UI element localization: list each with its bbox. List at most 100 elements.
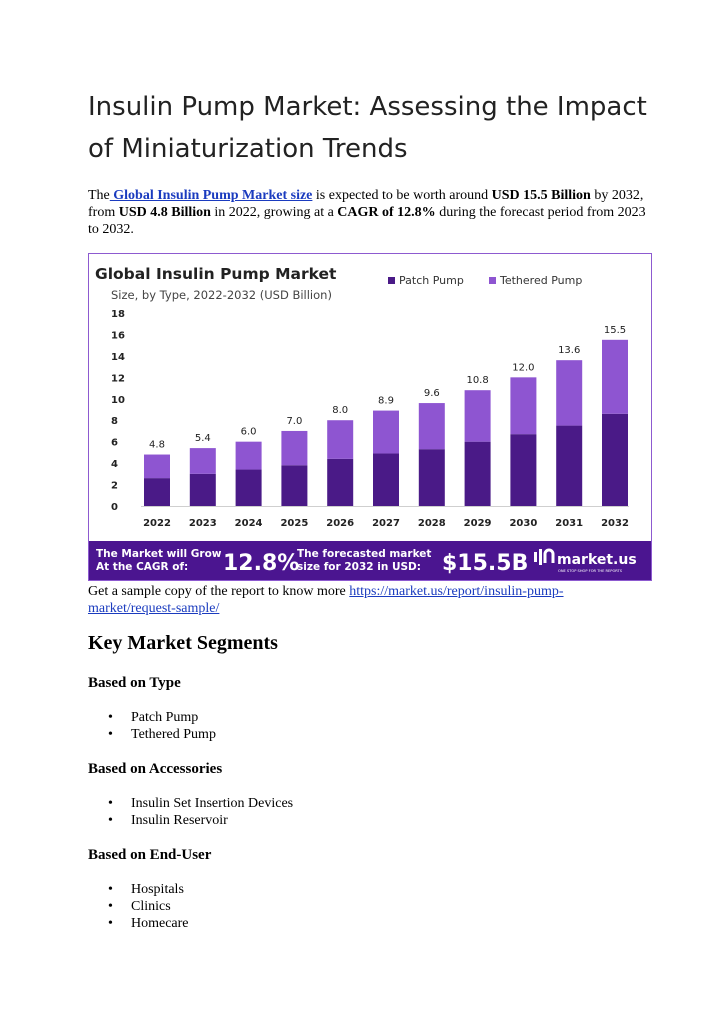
market-us-logo-icon bbox=[534, 548, 555, 565]
bar-segment-tethered-pump bbox=[464, 390, 491, 442]
segment-heading-end-user: Based on End-User bbox=[88, 847, 212, 863]
bar-total-label: 12.0 bbox=[512, 362, 534, 373]
x-tick-label: 2032 bbox=[601, 518, 629, 529]
list-item: Tethered Pump bbox=[88, 726, 216, 743]
banner-cagr-label-line1: The Market will Grow bbox=[96, 548, 222, 560]
chart-subtitle: Size, by Type, 2022-2032 (USD Billion) bbox=[111, 288, 332, 302]
bar-total-label: 8.9 bbox=[378, 396, 394, 407]
market-chart-figure: Global Insulin Pump Market Size, by Type… bbox=[88, 253, 652, 581]
y-tick-label: 14 bbox=[111, 352, 125, 363]
intro-text-3: by 2032, from bbox=[88, 188, 644, 220]
x-tick-label: 2029 bbox=[464, 518, 492, 529]
intro-text-2: is expected to be worth around bbox=[312, 188, 492, 203]
bar-total-label: 4.8 bbox=[149, 440, 165, 451]
chart-title: Global Insulin Pump Market bbox=[95, 265, 337, 283]
sample-paragraph: Get a sample copy of the report to know … bbox=[88, 583, 648, 617]
x-tick-label: 2026 bbox=[326, 518, 354, 529]
bar-total-label: 10.8 bbox=[466, 375, 488, 386]
segment-heading-type: Based on Type bbox=[88, 675, 181, 691]
banner-background bbox=[89, 541, 651, 580]
y-tick-label: 4 bbox=[111, 459, 118, 470]
bar-total-label: 9.6 bbox=[424, 388, 440, 399]
bar-segment-patch-pump bbox=[602, 413, 628, 506]
segment-list-accessories: Insulin Set Insertion Devices Insulin Re… bbox=[88, 795, 293, 829]
banner-forecast-label-line1: The forecasted market bbox=[297, 548, 431, 560]
banner-brand: market.us bbox=[557, 552, 637, 568]
bar-total-label: 13.6 bbox=[558, 345, 580, 356]
y-tick-label: 16 bbox=[111, 330, 125, 341]
banner-forecast-value: $15.5B bbox=[442, 551, 528, 576]
x-tick-label: 2030 bbox=[509, 518, 537, 529]
intro-value-2032: USD 15.5 Billion bbox=[491, 188, 591, 203]
legend-swatch-patch bbox=[388, 277, 395, 284]
segments-heading: Key Market Segments bbox=[88, 632, 278, 654]
x-tick-label: 2022 bbox=[143, 518, 171, 529]
bar-segment-tethered-pump bbox=[373, 410, 399, 454]
list-item: Insulin Reservoir bbox=[88, 812, 293, 829]
legend-label-patch: Patch Pump bbox=[399, 274, 464, 287]
bar-segment-patch-pump bbox=[144, 478, 170, 506]
y-tick-label: 6 bbox=[111, 438, 118, 449]
intro-value-2022: USD 4.8 Billion bbox=[118, 205, 211, 220]
bar-segment-patch-pump bbox=[189, 473, 216, 506]
bar-segment-patch-pump bbox=[235, 469, 262, 506]
segment-list-type: Patch Pump Tethered Pump bbox=[88, 709, 216, 743]
banner-forecast-label-line2: size for 2032 in USD: bbox=[297, 561, 421, 573]
x-tick-label: 2028 bbox=[418, 518, 446, 529]
bar-total-label: 5.4 bbox=[195, 433, 211, 444]
x-tick-label: 2024 bbox=[235, 518, 263, 529]
bar-segment-tethered-pump bbox=[327, 420, 354, 459]
y-tick-label: 10 bbox=[111, 395, 125, 406]
bar-segment-tethered-pump bbox=[510, 377, 537, 435]
x-tick-label: 2031 bbox=[555, 518, 583, 529]
bar-segment-tethered-pump bbox=[602, 339, 628, 414]
bar-chart: Global Insulin Pump Market Size, by Type… bbox=[89, 265, 651, 580]
bar-segment-tethered-pump bbox=[418, 403, 445, 450]
y-tick-label: 12 bbox=[111, 373, 125, 384]
bar-segment-patch-pump bbox=[510, 434, 537, 506]
bar-total-label: 8.0 bbox=[332, 405, 348, 416]
bar-segment-tethered-pump bbox=[144, 454, 170, 479]
bar-segment-patch-pump bbox=[373, 453, 399, 506]
banner-brand-tagline: ONE STOP SHOP FOR THE REPORTS bbox=[558, 569, 623, 573]
chart-banner: The Market will Grow At the CAGR of: 12.… bbox=[89, 541, 651, 580]
list-item: Clinics bbox=[88, 898, 189, 915]
chart-legend: Patch Pump Tethered Pump bbox=[388, 274, 582, 287]
intro-paragraph: The Global Insulin Pump Market size is e… bbox=[88, 187, 648, 238]
list-item: Homecare bbox=[88, 915, 189, 932]
bar-total-label: 15.5 bbox=[604, 325, 626, 336]
bar-segment-patch-pump bbox=[556, 425, 583, 506]
bars: 4.8 5.4 6.0 7.0 8.0 8.9 9.6 10.8 12.0 13.6 15.5 bbox=[144, 325, 628, 506]
list-item: Patch Pump bbox=[88, 709, 216, 726]
bar-segment-patch-pump bbox=[418, 449, 445, 506]
bar-segment-patch-pump bbox=[464, 441, 491, 506]
list-item: Insulin Set Insertion Devices bbox=[88, 795, 293, 812]
intro-text-1: The bbox=[88, 188, 110, 203]
segment-heading-accessories: Based on Accessories bbox=[88, 761, 223, 777]
y-tick-label: 0 bbox=[111, 502, 118, 513]
legend-swatch-tethered bbox=[489, 277, 496, 284]
y-axis: 0 2 4 6 8 10 12 14 16 18 bbox=[111, 309, 629, 513]
intro-text-5: during the forecast period from 2023 to … bbox=[88, 205, 646, 237]
bar-segment-tethered-pump bbox=[235, 441, 262, 470]
intro-text-4: in 2022, growing at a bbox=[210, 205, 338, 220]
sample-text: Get a sample copy of the report to know … bbox=[88, 584, 350, 599]
intro-cagr: CAGR of 12.8% bbox=[337, 205, 436, 220]
market-size-link[interactable]: Global Insulin Pump Market size bbox=[109, 188, 313, 203]
bar-segment-patch-pump bbox=[327, 458, 354, 506]
x-axis: 2022 2023 2024 2025 2026 2027 2028 2029 2030 2031… bbox=[143, 518, 629, 529]
list-item: Hospitals bbox=[88, 881, 189, 898]
bar-segment-patch-pump bbox=[281, 465, 308, 506]
banner-cagr-value: 12.8% bbox=[223, 551, 299, 576]
segment-list-end-user: Hospitals Clinics Homecare bbox=[88, 881, 189, 932]
sample-link[interactable]: https://market.us/report/insulin-pump-ma… bbox=[88, 584, 564, 616]
bar-segment-tethered-pump bbox=[556, 360, 583, 426]
x-tick-label: 2025 bbox=[280, 518, 308, 529]
page-title: Insulin Pump Market: Assessing the Impac… bbox=[88, 92, 647, 164]
bar-segment-tethered-pump bbox=[189, 448, 216, 474]
y-tick-label: 8 bbox=[111, 416, 118, 427]
y-tick-label: 18 bbox=[111, 309, 125, 320]
x-tick-label: 2023 bbox=[189, 518, 217, 529]
y-tick-label: 2 bbox=[111, 481, 118, 492]
legend-label-tethered: Tethered Pump bbox=[499, 274, 582, 287]
